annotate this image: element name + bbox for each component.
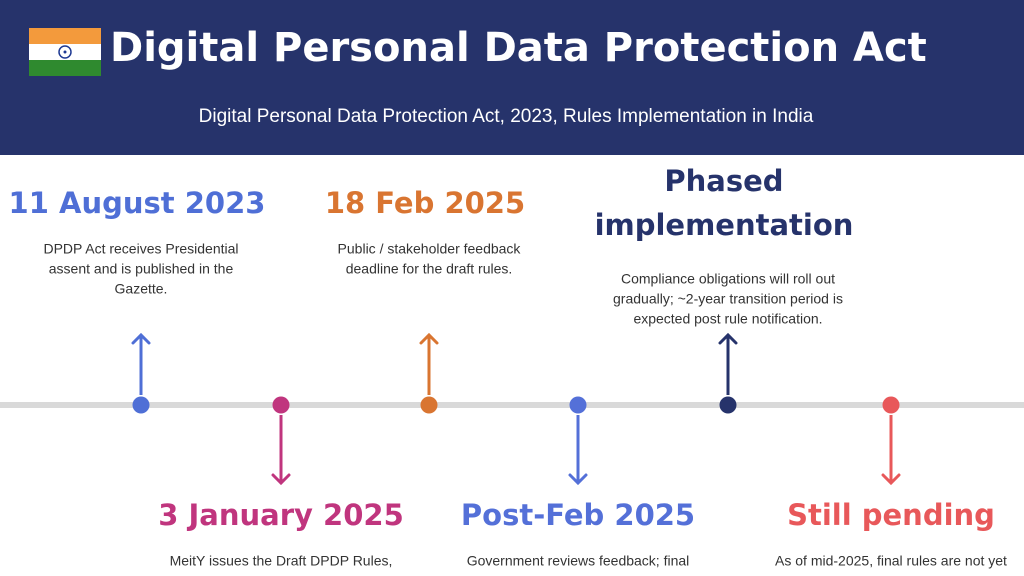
event-heading: implementation [595,208,854,242]
event-heading: 11 August 2023 [9,186,266,220]
timeline-axis [0,402,1024,408]
event-description: DPDP Act receives Presidential [43,241,238,257]
timeline-event: Still pending As of mid-2025, final rules… [775,396,1007,569]
event-heading: 3 January 2025 [158,498,404,532]
event-description: As of mid-2025, final rules are not yet [775,553,1007,569]
event-heading: Phased [664,164,783,198]
event-dot [132,396,150,414]
arrow-head [131,332,151,345]
event-heading: Still pending [787,498,995,532]
event-dot [420,396,438,414]
event-dot [272,396,290,414]
event-heading: Post-Feb 2025 [461,498,695,532]
event-description: deadline for the draft rules. [346,261,513,277]
arrow-head [718,332,738,345]
event-description: gradually; ~2-year transition period is [613,291,843,307]
timeline-event: Post-Feb 2025 Government reviews feedback… [461,396,695,569]
event-description: MeitY issues the Draft DPDP Rules, [170,553,393,569]
event-description: Public / stakeholder feedback [338,241,522,257]
arrow-head [568,473,588,486]
event-dot [719,396,737,414]
timeline-event: Phased implementation Compliance obligatio… [595,164,854,414]
event-dot [882,396,900,414]
events: 11 August 2023 DPDP Act receives Presiden… [9,164,1007,569]
event-description: assent and is published in the [49,261,234,277]
title: Digital Personal Data Protection Act [110,25,927,71]
arrow-head [881,473,901,486]
subtitle: Digital Personal Data Protection Act, 20… [199,106,814,127]
event-description: Compliance obligations will roll out [621,271,835,287]
timeline-event: 3 January 2025 MeitY issues the Draft DPD… [158,396,404,569]
timeline-event: 11 August 2023 DPDP Act receives Presiden… [9,186,266,414]
event-description: expected post rule notification. [633,311,822,327]
arrow-head [271,473,291,486]
event-description: Gazette. [115,281,168,297]
event-dot [569,396,587,414]
header-band [0,0,1024,155]
arrow-head [419,332,439,345]
timeline-event: 18 Feb 2025 Public / stakeholder feedback… [325,186,525,414]
india-flag [29,28,101,76]
event-heading: 18 Feb 2025 [325,186,525,220]
event-description: Government reviews feedback; final [467,553,690,569]
